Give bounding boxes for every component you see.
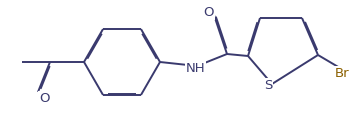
Text: O: O (39, 92, 50, 105)
Text: Br: Br (335, 67, 349, 80)
Text: S: S (264, 79, 272, 92)
Text: NH: NH (186, 62, 206, 75)
Text: O: O (204, 6, 214, 19)
